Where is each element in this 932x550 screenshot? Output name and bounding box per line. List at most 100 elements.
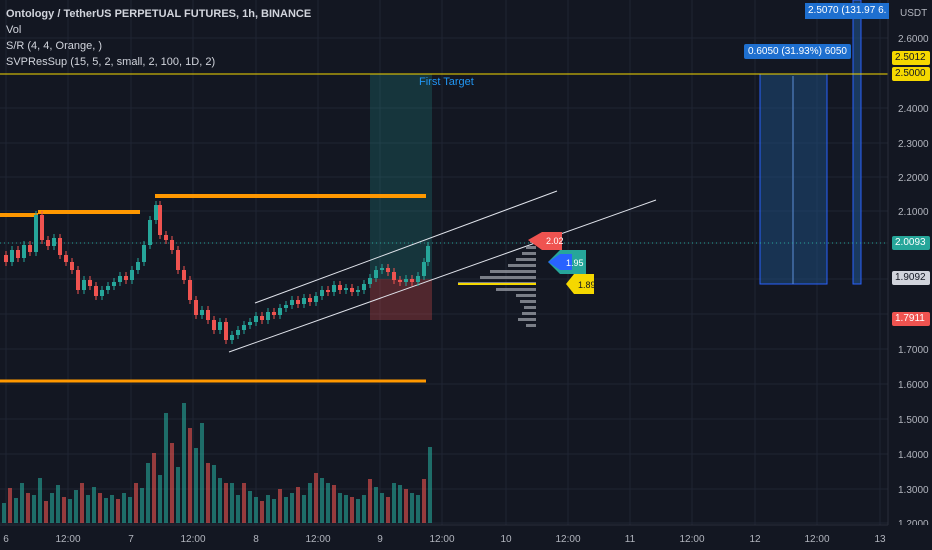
volume-bar	[170, 443, 174, 523]
candle-body	[136, 262, 140, 270]
candle-body	[188, 280, 192, 300]
candle-body	[28, 245, 32, 252]
volume-bar	[92, 487, 96, 523]
candle-body	[296, 300, 300, 304]
currency-label: USDT	[897, 7, 931, 20]
volume-bar	[308, 483, 312, 523]
price-axis-label: 1.3000	[898, 485, 929, 496]
price-axis-label: 2.6000	[898, 34, 929, 45]
price-axis-label: 1.4000	[898, 450, 929, 461]
position-stop-zone[interactable]	[370, 279, 432, 320]
candle-body	[194, 300, 198, 315]
price-axis[interactable]	[888, 0, 932, 530]
candle-body	[386, 268, 390, 272]
volume-bar	[218, 478, 222, 523]
volume-bar	[236, 495, 240, 523]
candle-body	[34, 215, 38, 252]
candle-body	[46, 240, 50, 246]
volume-bar	[182, 403, 186, 523]
candle-body	[52, 238, 56, 246]
sr-indicator-label[interactable]: S/R (4, 4, Orange, )	[6, 40, 102, 52]
target-top-label: 2.5070 (131.97 6.	[805, 3, 890, 19]
first-target-label: First Target	[419, 76, 474, 88]
volume-bar	[260, 501, 264, 523]
candle-body	[200, 310, 204, 315]
volume-bar	[14, 498, 18, 523]
volume-bar	[356, 499, 360, 523]
volume-bar	[194, 448, 198, 523]
symbol-title[interactable]: Ontology / TetherUS PERPETUAL FUTURES, 1…	[6, 8, 312, 20]
price-axis-label: 1.7000	[898, 345, 929, 356]
volume-bar	[410, 493, 414, 523]
candle-body	[230, 335, 234, 340]
svg-text:1.95: 1.95	[566, 258, 584, 268]
candle-body	[338, 285, 342, 290]
candle-body	[332, 285, 336, 292]
candle-body	[100, 290, 104, 296]
svp-indicator-label[interactable]: SVPResSup (15, 5, 2, small, 2, 100, 1D, …	[6, 56, 216, 68]
candle-body	[278, 308, 282, 315]
volume-bar	[104, 498, 108, 523]
svp-marker-green: 1.95	[548, 250, 586, 274]
volume-indicator-label[interactable]: Vol	[6, 24, 22, 36]
candle-body	[398, 280, 402, 282]
volume-bar	[272, 499, 276, 523]
candle-body	[272, 312, 276, 315]
svg-text:1.89: 1.89	[578, 280, 596, 290]
volume-bar	[320, 478, 324, 523]
volume-profile-row	[522, 312, 536, 315]
candle-body	[16, 250, 20, 258]
volume-bar	[38, 478, 42, 523]
volume-bar	[188, 428, 192, 523]
price-axis-label: 2.4000	[898, 104, 929, 115]
volume-bar	[32, 495, 36, 523]
volume-bar	[290, 493, 294, 523]
time-axis-label: 12:00	[679, 534, 704, 545]
volume-bar	[248, 491, 252, 523]
candle-body	[82, 280, 86, 290]
volume-bar	[134, 483, 138, 523]
volume-profile-row	[490, 270, 536, 273]
volume-bar	[416, 495, 420, 523]
volume-profile-row	[508, 264, 536, 267]
candle-body	[112, 282, 116, 286]
price-axis-label: 1.6000	[898, 380, 929, 391]
volume-profile-row	[526, 246, 536, 249]
volume-profile-row	[524, 306, 536, 309]
volume-bar	[146, 463, 150, 523]
volume-bar	[392, 483, 396, 523]
volume-bar	[374, 487, 378, 523]
candle-body	[4, 255, 8, 262]
channel-lower[interactable]	[228, 199, 657, 353]
volume-profile-row	[526, 324, 536, 327]
volume-bar	[140, 488, 144, 523]
measure-box-label: 0.6050 (31.93%) 6050	[744, 44, 851, 59]
candle-body	[368, 278, 372, 284]
volume-bar	[332, 485, 336, 523]
volume-bar	[368, 479, 372, 523]
time-axis-label: 10	[500, 534, 512, 545]
measure-box-2[interactable]	[852, 0, 862, 285]
volume-bar	[404, 489, 408, 523]
price-tag-19092: 1.9092	[892, 271, 930, 285]
price-axis-label: 2.3000	[898, 139, 929, 150]
time-axis-label: 6	[3, 534, 9, 545]
svp-marker-red: 2.02	[528, 232, 564, 250]
candle-body	[22, 245, 26, 258]
volume-bar	[74, 490, 78, 523]
volume-bar	[242, 483, 246, 523]
candle-body	[224, 322, 228, 340]
price-tag-25000: 2.5000	[892, 67, 930, 81]
candle-body	[242, 325, 246, 330]
time-axis-label: 12:00	[305, 534, 330, 545]
time-axis[interactable]	[0, 525, 932, 550]
channel-upper[interactable]	[254, 190, 558, 304]
volume-bar	[8, 488, 12, 523]
candle-body	[182, 270, 186, 280]
candlesticks	[4, 201, 430, 344]
volume-profile-row	[516, 258, 536, 261]
time-axis-label: 12	[749, 534, 761, 545]
position-profit-zone[interactable]	[370, 74, 432, 279]
time-axis-label: 11	[625, 534, 636, 545]
